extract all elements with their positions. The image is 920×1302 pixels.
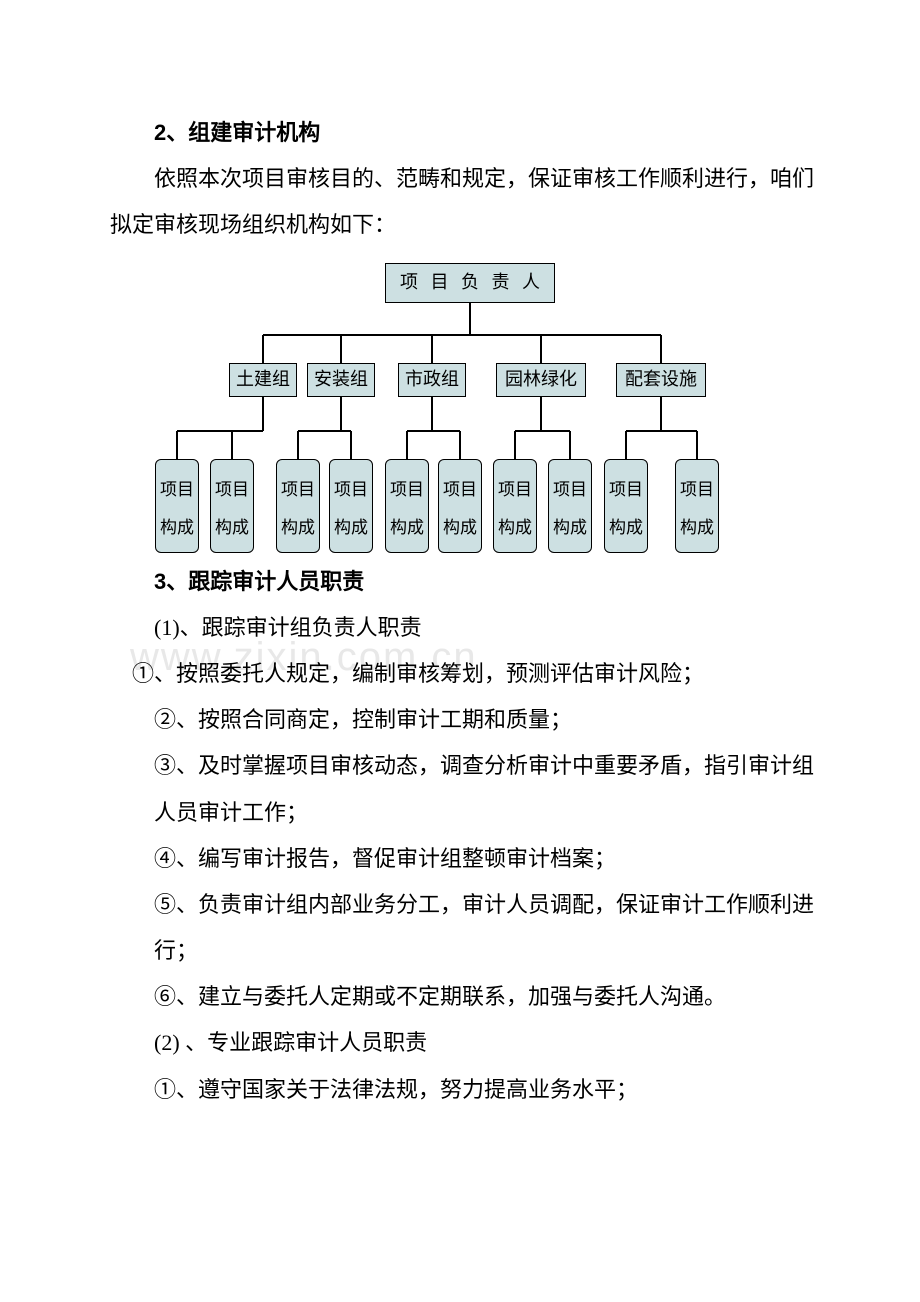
list-item: ①、遵守国家关于法律法规，努力提高业务水平； bbox=[154, 1067, 820, 1113]
list-item: ⑥、建立与委托人定期或不定期联系，加强与委托人沟通。 bbox=[154, 974, 820, 1020]
list-item: ②、按照合同商定，控制审计工期和质量； bbox=[154, 697, 820, 743]
chart-node: 项目构成 bbox=[385, 459, 429, 553]
chart-node: 项目构成 bbox=[276, 459, 320, 553]
subsection-3-1: (1)、跟踪审计组负责人职责 bbox=[110, 605, 820, 651]
list-item: ④、编写审计报告，督促审计组整顿审计档案； bbox=[154, 836, 820, 882]
chart-node: 项目构成 bbox=[329, 459, 373, 553]
chart-node: 项目构成 bbox=[604, 459, 648, 553]
chart-node: 项目构成 bbox=[155, 459, 199, 553]
chart-node: 土建组 bbox=[229, 363, 297, 397]
chart-node: 项目构成 bbox=[675, 459, 719, 553]
chart-node: 项目构成 bbox=[493, 459, 537, 553]
chart-node: 配套设施 bbox=[616, 363, 706, 397]
section-2-paragraph: 依照本次项目审核目的、范畴和规定，保证审核工作顺利进行，咱们拟定审核现场组织机构… bbox=[110, 156, 820, 248]
list-item: ①、按照委托人规定，编制审核筹划，预测评估审计风险； bbox=[132, 651, 820, 697]
chart-node: 项 目 负 责 人 bbox=[385, 263, 555, 303]
section-2-heading: 2、组建审计机构 bbox=[110, 110, 820, 156]
section-3-heading: 3、跟踪审计人员职责 bbox=[110, 559, 820, 605]
chart-node: 项目构成 bbox=[548, 459, 592, 553]
org-chart: 项 目 负 责 人土建组安装组市政组园林绿化配套设施项目构成项目构成项目构成项目… bbox=[155, 263, 775, 555]
list-item: ③、及时掌握项目审核动态，调查分析审计中重要矛盾，指引审计组人员审计工作； bbox=[154, 743, 820, 835]
chart-node: 安装组 bbox=[307, 363, 375, 397]
subsection-3-2: (2) 、专业跟踪审计人员职责 bbox=[110, 1020, 820, 1066]
chart-node: 市政组 bbox=[398, 363, 466, 397]
list-item: ⑤、负责审计组内部业务分工，审计人员调配，保证审计工作顺利进行； bbox=[154, 882, 820, 974]
chart-node: 项目构成 bbox=[438, 459, 482, 553]
list-3-1: ①、按照委托人规定，编制审核筹划，预测评估审计风险；②、按照合同商定，控制审计工… bbox=[110, 651, 820, 1021]
page-content: 2、组建审计机构 依照本次项目审核目的、范畴和规定，保证审核工作顺利进行，咱们拟… bbox=[110, 110, 820, 1113]
chart-node: 项目构成 bbox=[210, 459, 254, 553]
list-3-2: ①、遵守国家关于法律法规，努力提高业务水平； bbox=[110, 1067, 820, 1113]
chart-node: 园林绿化 bbox=[496, 363, 586, 397]
